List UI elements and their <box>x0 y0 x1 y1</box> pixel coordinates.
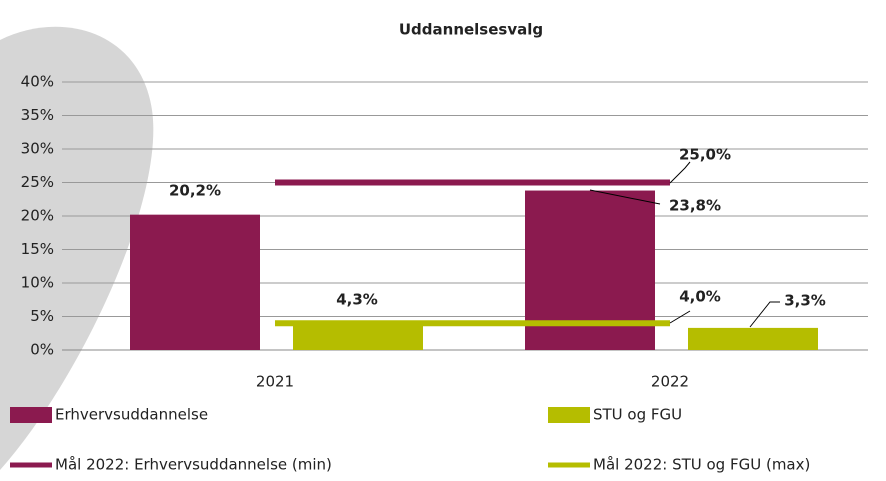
value-label: 20,2% <box>169 182 221 200</box>
legend-label: Erhvervsuddannelse <box>55 406 208 424</box>
x-tick-label: 2021 <box>256 373 294 391</box>
y-tick-label: 25% <box>21 173 54 191</box>
legend-swatch <box>10 407 52 423</box>
legend-label: Mål 2022: Erhvervsuddannelse (min) <box>55 456 332 474</box>
leader-line <box>670 162 690 183</box>
y-tick-label: 15% <box>21 240 54 258</box>
legend-label: Mål 2022: STU og FGU (max) <box>593 456 810 474</box>
bar <box>130 215 260 350</box>
bar <box>688 328 818 350</box>
x-tick-label: 2022 <box>651 373 689 391</box>
value-label: 25,0% <box>679 146 731 164</box>
legend-swatch <box>548 407 590 423</box>
legend-label: STU og FGU <box>593 406 682 424</box>
value-label: 23,8% <box>669 197 721 215</box>
chart-title: Uddannelsesvalg <box>399 21 543 39</box>
y-tick-label: 10% <box>21 274 54 292</box>
y-tick-label: 30% <box>21 140 54 158</box>
chart: Uddannelsesvalg 0% 5% 10% 15% 20% 25% 30% 35% 40… <box>0 0 886 481</box>
y-tick-label: 35% <box>21 106 54 124</box>
y-tick-label: 5% <box>30 307 54 325</box>
y-tick-label: 20% <box>21 207 54 225</box>
value-label: 3,3% <box>784 292 826 310</box>
leader-line <box>750 302 780 327</box>
value-label: 4,3% <box>336 291 378 309</box>
value-label: 4,0% <box>679 288 721 306</box>
y-tick-label: 0% <box>30 341 54 359</box>
y-tick-label: 40% <box>21 73 54 91</box>
